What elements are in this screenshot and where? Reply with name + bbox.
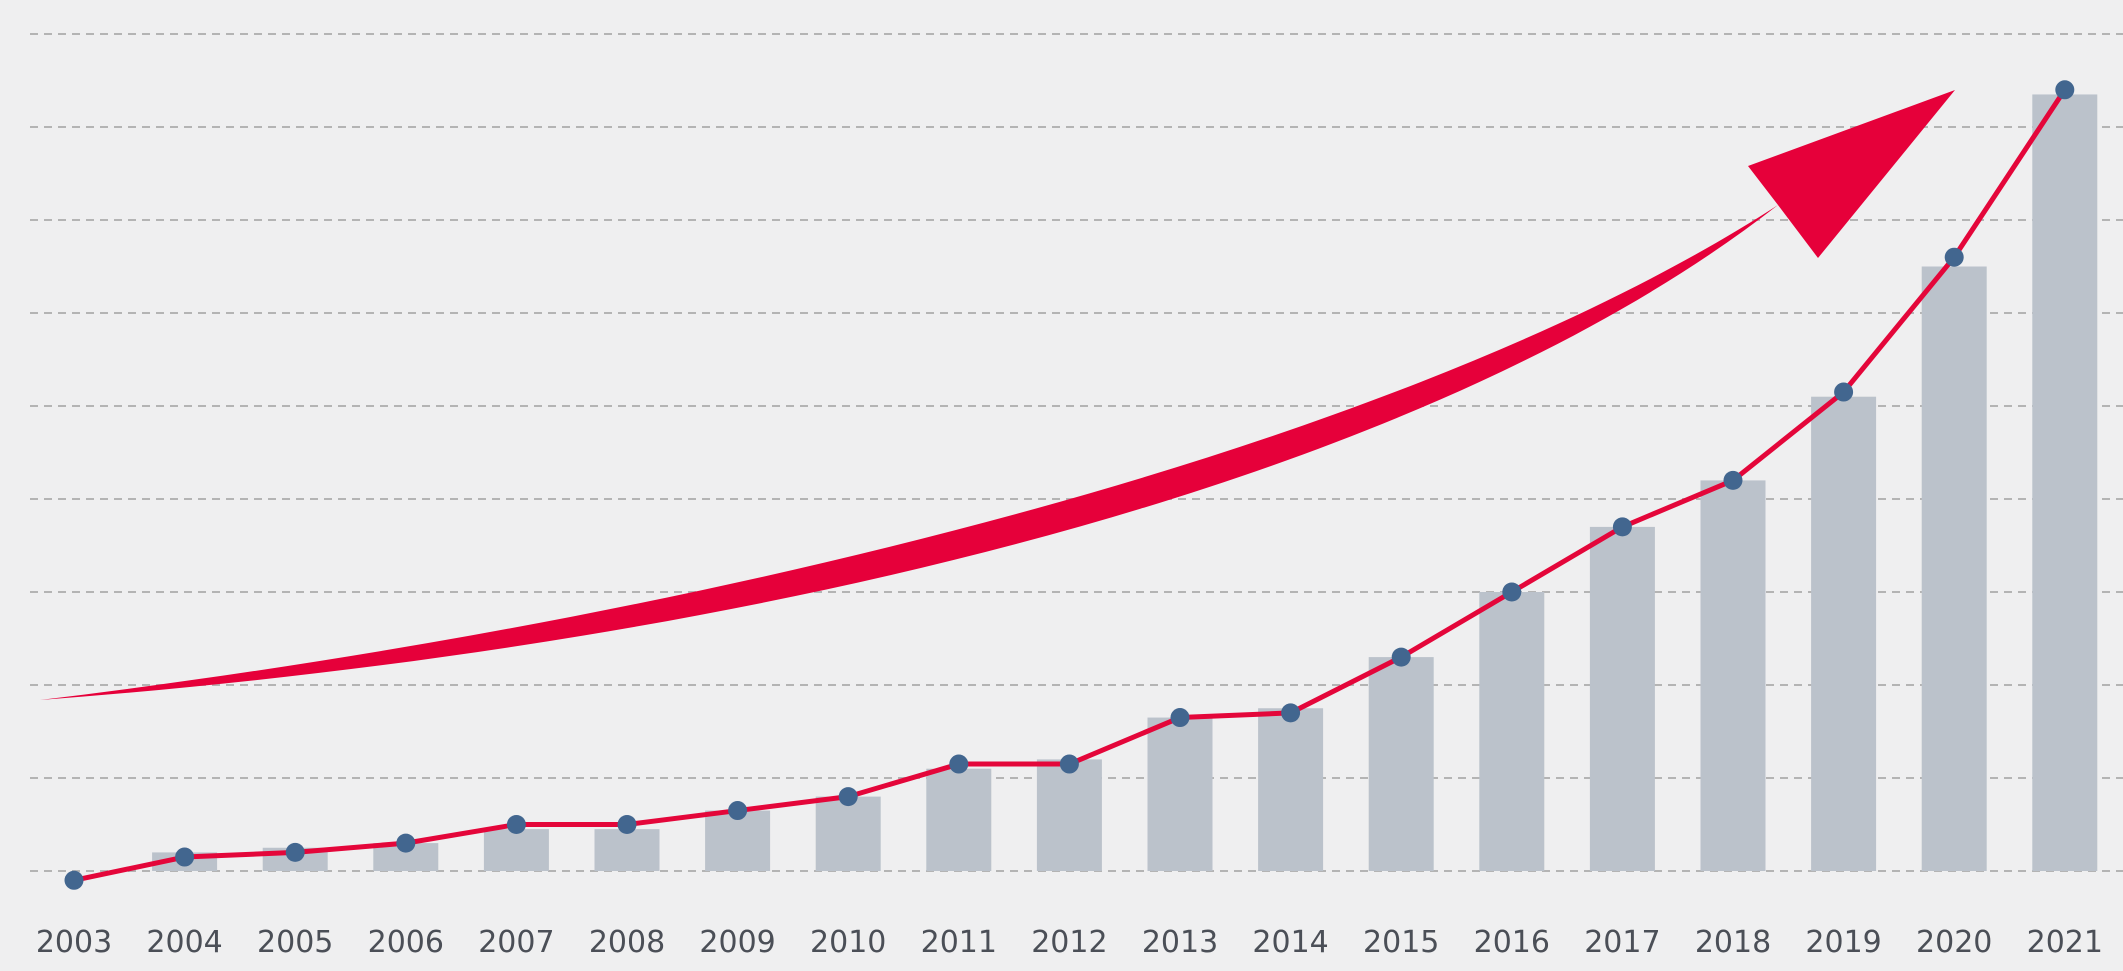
line-point <box>506 815 526 834</box>
x-tick-label: 2003 <box>36 925 112 960</box>
line-point <box>64 870 84 890</box>
line-point <box>1059 754 1079 774</box>
bar <box>1479 592 1545 871</box>
x-tick-label: 2015 <box>1363 925 1439 960</box>
x-tick-label: 2021 <box>2027 925 2103 960</box>
x-tick-label: 2018 <box>1695 925 1771 960</box>
line-point <box>1723 470 1743 490</box>
bar <box>1700 480 1766 871</box>
line-point <box>1170 708 1190 728</box>
bar <box>2032 94 2098 871</box>
x-tick-label: 2006 <box>368 925 444 960</box>
x-tick-label: 2019 <box>1805 925 1881 960</box>
bar <box>815 796 881 871</box>
trend-arrow-icon <box>40 90 1955 700</box>
bar <box>1036 759 1102 871</box>
x-tick-label: 2005 <box>257 925 333 960</box>
x-tick-label: 2014 <box>1252 925 1328 960</box>
line-point <box>1502 582 1522 602</box>
line-point <box>285 842 305 862</box>
bar <box>1589 526 1655 871</box>
bar <box>1258 708 1324 871</box>
x-tick-label: 2007 <box>478 925 554 960</box>
bar <box>1147 717 1213 871</box>
x-tick-label: 2008 <box>589 925 665 960</box>
line-point <box>838 787 858 807</box>
line-point <box>728 801 748 821</box>
bar <box>705 810 771 871</box>
x-tick-label: 2016 <box>1474 925 1550 960</box>
x-tick-label: 2017 <box>1584 925 1660 960</box>
line-point <box>2055 80 2075 100</box>
x-tick-label: 2004 <box>146 925 222 960</box>
x-tick-label: 2013 <box>1142 925 1218 960</box>
x-tick-label: 2009 <box>699 925 775 960</box>
bars <box>152 94 2098 871</box>
line-point <box>949 754 969 774</box>
line-point <box>175 847 195 867</box>
bar <box>926 768 992 871</box>
bar <box>594 829 660 871</box>
x-tick-label: 2020 <box>1916 925 1992 960</box>
line-point <box>396 833 416 853</box>
line-point <box>1834 382 1854 402</box>
bar <box>483 829 549 871</box>
x-tick-label: 2012 <box>1031 925 1107 960</box>
bar <box>1368 657 1434 871</box>
x-axis-labels: 2003 2004 2005 2006 2007 2008 2009 2010 2011 2012… <box>36 925 2103 960</box>
line-point <box>617 815 637 834</box>
bar <box>1811 396 1877 871</box>
line-point <box>1281 703 1301 723</box>
x-tick-label: 2011 <box>921 925 997 960</box>
line-series <box>64 80 2075 890</box>
x-tick-label: 2010 <box>810 925 886 960</box>
line-point <box>1612 517 1632 537</box>
bar <box>1921 266 1987 871</box>
line-point <box>1944 247 1964 267</box>
line-point <box>1391 647 1411 667</box>
